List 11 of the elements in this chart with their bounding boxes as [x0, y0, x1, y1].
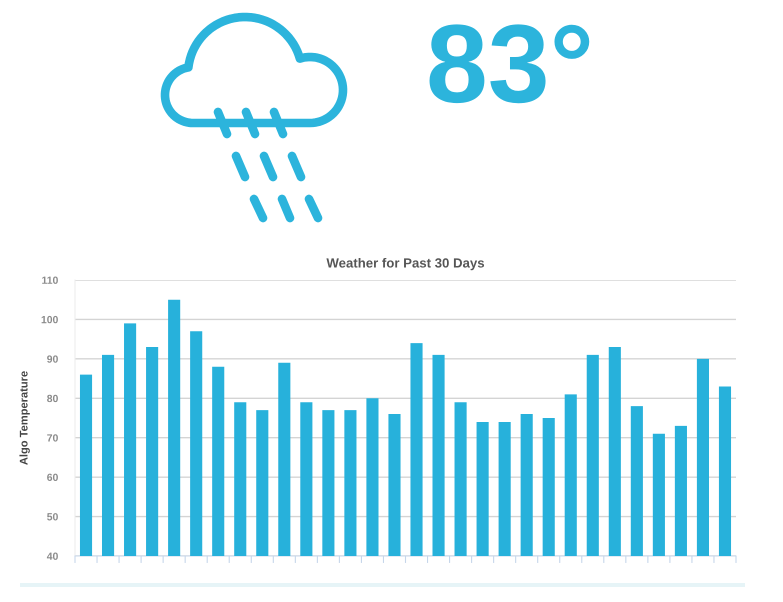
- y-tick-label: 40: [46, 552, 58, 560]
- text: 83°: [430, 24, 590, 104]
- y-axis-title: Algo Temperature: [19, 371, 30, 465]
- y-tick-label: 50: [47, 513, 58, 520]
- y-tick-label: 60: [47, 474, 58, 482]
- y-tick-label: 110: [42, 276, 58, 284]
- y-tick-label: 100: [42, 316, 58, 324]
- y-tick-label: 70: [47, 434, 58, 442]
- y-tick-label: 90: [47, 355, 58, 363]
- y-tick-label: 80: [47, 394, 58, 402]
- chart-title: Weather for Past 30 Days: [326, 258, 484, 270]
